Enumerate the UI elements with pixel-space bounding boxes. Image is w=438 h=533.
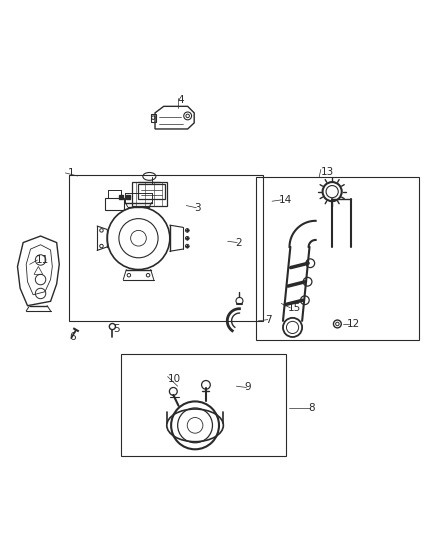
Bar (121, 353, 286, 456)
Bar (69, 175, 262, 321)
Bar (151, 114, 156, 122)
Bar (105, 198, 124, 210)
Bar (138, 184, 165, 199)
Text: 11: 11 (35, 255, 49, 265)
Text: 9: 9 (244, 383, 251, 392)
Text: 6: 6 (70, 333, 76, 342)
Text: 7: 7 (265, 314, 272, 325)
Text: 8: 8 (308, 403, 315, 413)
Text: 1: 1 (67, 168, 74, 178)
Text: 12: 12 (347, 319, 360, 329)
Text: 4: 4 (178, 95, 184, 105)
Text: 15: 15 (288, 303, 301, 313)
Text: 13: 13 (321, 167, 334, 176)
Text: 5: 5 (114, 324, 120, 334)
Text: 10: 10 (168, 374, 181, 384)
Bar (256, 177, 419, 341)
Bar (132, 182, 167, 206)
Text: 3: 3 (194, 203, 201, 213)
Text: 14: 14 (279, 195, 292, 205)
Text: 2: 2 (235, 238, 242, 247)
